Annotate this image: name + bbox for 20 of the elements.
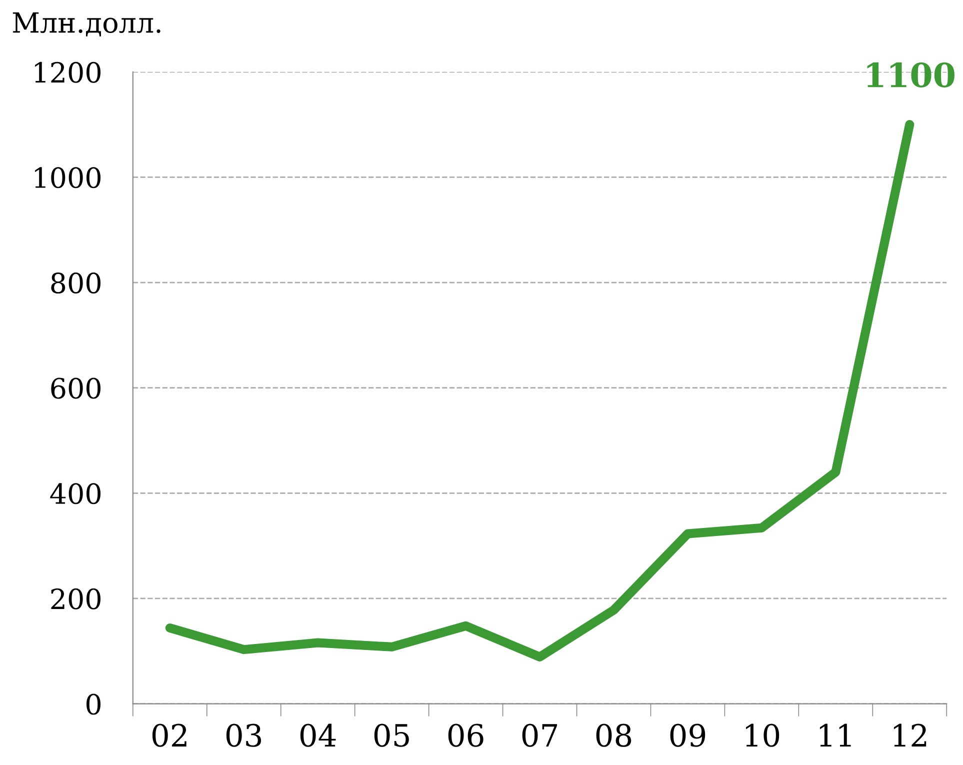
y-tick-label: 1000 xyxy=(35,167,100,188)
x-tick-label: 07 xyxy=(522,724,557,747)
x-tick-label: 06 xyxy=(448,724,484,747)
x-tick-label: 12 xyxy=(894,724,926,746)
y-tick-label: 400 xyxy=(50,483,100,504)
y-tick-label: 800 xyxy=(51,272,100,294)
y-axis-title: Млн.долл. xyxy=(12,12,160,36)
x-tick-label: 08 xyxy=(596,724,632,747)
y-tick-label: 600 xyxy=(51,378,100,399)
y-tick-label: 0 xyxy=(86,694,100,715)
x-tick-label: 10 xyxy=(746,724,780,747)
x-tick-label: 09 xyxy=(670,724,706,747)
annotation: 1100 xyxy=(867,62,954,88)
y-tick-label: 1200 xyxy=(35,62,100,83)
x-tick-label: 04 xyxy=(300,724,336,747)
y-tick-label: 200 xyxy=(51,588,100,610)
x-tick-label: 03 xyxy=(226,724,262,747)
x-tick-label: 11 xyxy=(820,724,851,746)
x-tick-label: 05 xyxy=(374,724,409,747)
x-tick-label: 02 xyxy=(152,724,186,747)
